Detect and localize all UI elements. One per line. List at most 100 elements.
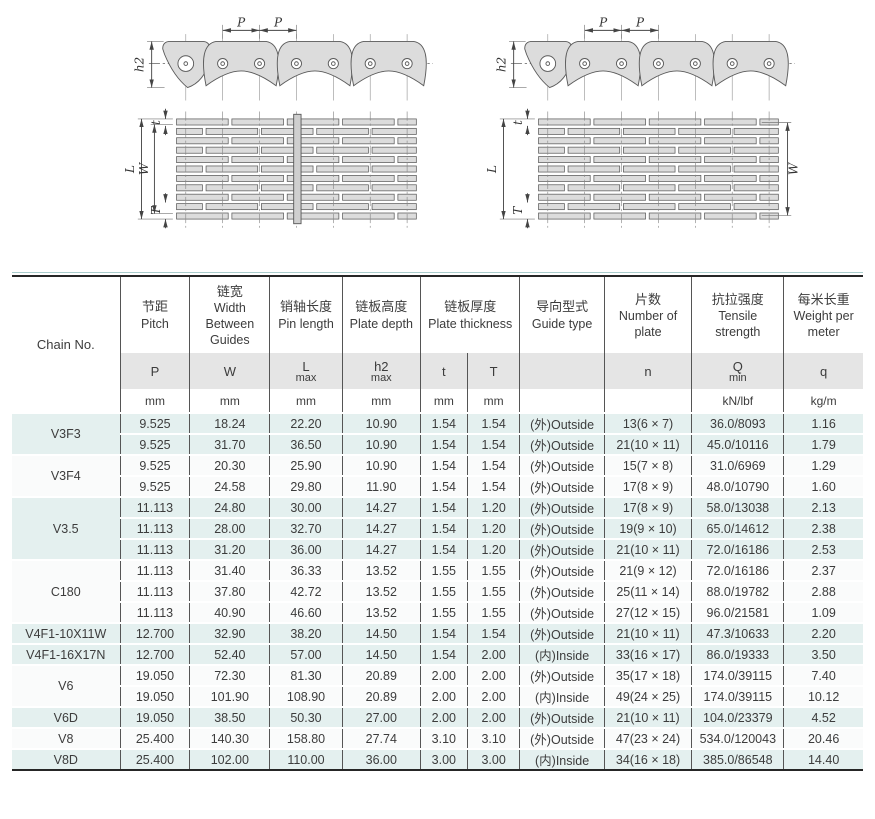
cell-guide-type: (外)Outside bbox=[519, 727, 605, 749]
col-header-en: Plate depth bbox=[349, 316, 413, 331]
col-header-en: Guide type bbox=[531, 316, 593, 331]
cell-thickness-T: 1.54 bbox=[466, 412, 520, 434]
col-header-tensile: 抗拉强度 Tensile strength bbox=[691, 276, 784, 353]
cell-weight-per-meter: 2.53 bbox=[783, 538, 863, 560]
cell-thickness-T: 1.54 bbox=[466, 433, 520, 455]
col-header-cn: 链板厚度 bbox=[444, 299, 497, 315]
col-header-plate-depth: 链板高度 Plate depth bbox=[341, 276, 421, 353]
cell-pitch: 9.525 bbox=[119, 475, 190, 497]
cell-thickness-T: 1.54 bbox=[466, 475, 520, 497]
cell-tensile-strength: 48.0/10790 bbox=[691, 475, 784, 497]
cell-pin-length: 108.90 bbox=[269, 685, 343, 707]
cell-width-between-guides: 140.30 bbox=[189, 727, 270, 749]
symbol-weight: q bbox=[783, 353, 863, 389]
symbol-width: W bbox=[189, 353, 270, 389]
chain-diagram-outside-guide: P Ph2 L Wt T bbox=[123, 16, 433, 229]
col-header-plate-count: 片数 Number of plate bbox=[603, 276, 692, 353]
cell-width-between-guides: 52.40 bbox=[189, 643, 270, 665]
cell-thickness-T: 3.10 bbox=[466, 727, 520, 749]
col-header-en: Tensile strength bbox=[715, 309, 761, 339]
cell-weight-per-meter: 2.13 bbox=[783, 496, 863, 518]
cell-plate-count: 35(17 × 18) bbox=[603, 664, 692, 686]
cell-width-between-guides: 101.90 bbox=[189, 685, 270, 707]
cell-plate-count: 17(8 × 9) bbox=[603, 496, 692, 518]
col-header-cn: 链宽 bbox=[216, 283, 243, 299]
cell-plate-count: 33(16 × 17) bbox=[603, 643, 692, 665]
cell-pitch: 11.113 bbox=[119, 517, 190, 539]
cell-plate-count: 19(9 × 10) bbox=[603, 517, 692, 539]
unit-pin-length: mm bbox=[269, 389, 343, 413]
cell-plate-count: 13(6 × 7) bbox=[603, 412, 692, 434]
cell-width-between-guides: 18.24 bbox=[189, 412, 270, 434]
cell-thickness-t: 3.00 bbox=[419, 748, 468, 770]
dim-label-pitch-b: P bbox=[273, 16, 283, 30]
cell-pin-length: 36.33 bbox=[269, 559, 343, 581]
unit-thickness-t: mm bbox=[419, 389, 468, 413]
col-header-width: 链宽 Width Between Guides bbox=[189, 276, 270, 353]
cell-thickness-t: 1.55 bbox=[419, 601, 468, 623]
chain-no-cell: V8D bbox=[12, 748, 121, 770]
cell-thickness-t: 2.00 bbox=[419, 706, 468, 728]
cell-pin-length: 36.50 bbox=[269, 433, 343, 455]
cell-width-between-guides: 31.40 bbox=[189, 559, 270, 581]
cell-guide-type: (外)Outside bbox=[519, 559, 605, 581]
dim-label-pitch-a: P bbox=[598, 16, 608, 30]
cell-pin-length: 46.60 bbox=[269, 601, 343, 623]
col-header-en: Plate thickness bbox=[428, 316, 513, 331]
cell-guide-type: (外)Outside bbox=[519, 496, 605, 518]
chain-no-cell: V6D bbox=[12, 706, 121, 728]
table-row: 19.050 101.90 108.90 20.89 2.00 2.00 (内)Inside… bbox=[12, 685, 863, 707]
header-row-units: mm mm mm mm mm mm kN/lbf kg/m bbox=[12, 389, 863, 413]
table-row: 11.113 40.90 46.60 13.52 1.55 1.55 (外)Outside 2… bbox=[12, 601, 863, 623]
cell-pin-length: 29.80 bbox=[269, 475, 343, 497]
cell-weight-per-meter: 10.12 bbox=[783, 685, 863, 707]
cell-weight-per-meter: 3.50 bbox=[783, 643, 863, 665]
dim-label-plate-depth: h2 bbox=[494, 57, 508, 72]
cell-plate-depth: 11.90 bbox=[341, 475, 421, 497]
col-header-weight: 每米长重 Weight per meter bbox=[783, 276, 863, 353]
unit-weight: kg/m bbox=[783, 389, 863, 413]
cell-pin-length: 42.72 bbox=[269, 580, 343, 602]
cell-thickness-T: 2.00 bbox=[466, 643, 520, 665]
cell-weight-per-meter: 1.09 bbox=[783, 601, 863, 623]
cell-tensile-strength: 72.0/16186 bbox=[691, 538, 784, 560]
cell-plate-count: 15(7 × 8) bbox=[603, 454, 692, 476]
symbol-main: h2 bbox=[374, 358, 389, 374]
col-header-pin-length: 销轴长度 Pin length bbox=[269, 276, 343, 353]
symbol-plate-count: n bbox=[603, 353, 692, 389]
cell-plate-count: 21(10 × 11) bbox=[603, 433, 692, 455]
cell-tensile-strength: 31.0/6969 bbox=[691, 454, 784, 476]
cell-weight-per-meter: 2.38 bbox=[783, 517, 863, 539]
symbol-sub: max bbox=[295, 371, 317, 384]
cell-pitch: 19.050 bbox=[119, 706, 190, 728]
cell-thickness-T: 1.54 bbox=[466, 622, 520, 644]
header-row-symbols: P W L max h2 max t T n Q bbox=[12, 353, 863, 389]
cell-tensile-strength: 385.0/86548 bbox=[691, 748, 784, 770]
cell-plate-depth: 20.89 bbox=[341, 685, 421, 707]
cell-guide-type: (外)Outside bbox=[519, 454, 605, 476]
cell-pitch: 12.700 bbox=[119, 622, 190, 644]
table-row: V4F1-10X11W 12.700 32.90 38.20 14.50 1.54 1.54… bbox=[12, 622, 863, 644]
cell-width-between-guides: 24.58 bbox=[189, 475, 270, 497]
symbol-main: Q bbox=[732, 358, 743, 374]
header-row-labels: Chain No. 节距 Pitch 链宽 Width Between Guid… bbox=[12, 276, 863, 413]
cell-weight-per-meter: 2.37 bbox=[783, 559, 863, 581]
cell-guide-type: (外)Outside bbox=[519, 601, 605, 623]
cell-tensile-strength: 174.0/39115 bbox=[691, 664, 784, 686]
chain-no-cell: V3.5 bbox=[12, 496, 121, 560]
dim-label-pin-length: L bbox=[123, 165, 137, 174]
cell-plate-depth: 27.00 bbox=[341, 706, 421, 728]
cell-pin-length: 81.30 bbox=[269, 664, 343, 686]
cell-width-between-guides: 37.80 bbox=[189, 580, 270, 602]
cell-plate-count: 47(23 × 24) bbox=[603, 727, 692, 749]
cell-thickness-T: 1.20 bbox=[466, 496, 520, 518]
table-row: V6D 19.050 38.50 50.30 27.00 2.00 2.00 (外)Outsi… bbox=[12, 706, 863, 728]
cell-width-between-guides: 32.90 bbox=[189, 622, 270, 644]
cell-thickness-t: 2.00 bbox=[419, 664, 468, 686]
cell-pitch: 9.525 bbox=[119, 412, 190, 434]
cell-pitch: 11.113 bbox=[119, 538, 190, 560]
col-header-cn: 销轴长度 bbox=[279, 299, 332, 315]
unit-plate-count bbox=[603, 389, 692, 413]
